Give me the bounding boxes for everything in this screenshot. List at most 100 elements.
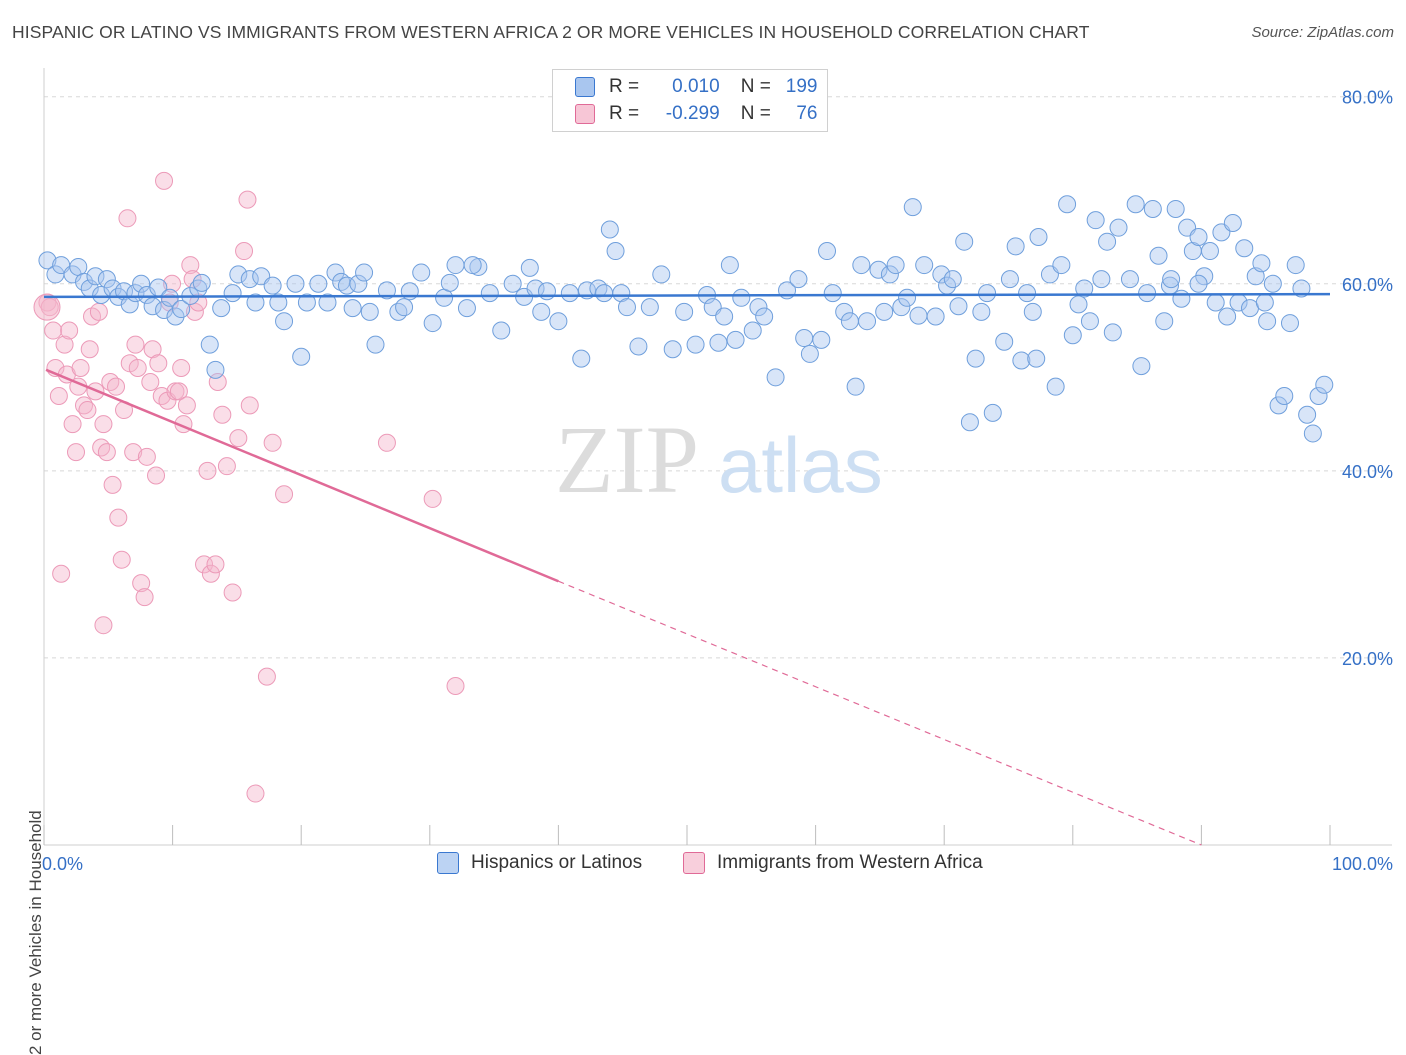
blue-point: [840, 312, 859, 331]
blue-point: [355, 263, 374, 282]
blue-point: [1058, 195, 1077, 214]
pink-point: [52, 564, 71, 583]
pink-point: [94, 415, 113, 434]
blue-point: [1029, 228, 1048, 247]
blue-point: [1006, 237, 1025, 256]
legend-n-label: N =: [740, 76, 771, 97]
blue-point: [875, 302, 894, 321]
pink-point: [246, 784, 265, 803]
blue-point: [395, 298, 414, 317]
blue-point: [972, 302, 991, 321]
blue-point: [629, 337, 648, 356]
pink-point: [132, 574, 151, 593]
blue-point: [1155, 312, 1174, 331]
blue-trend-line: [43, 292, 1331, 299]
blue-point: [943, 270, 962, 289]
blue-point: [949, 297, 968, 316]
blue-point: [246, 293, 265, 312]
blue-point: [263, 276, 282, 295]
y-tick-label: 80.0%: [1342, 88, 1393, 108]
pink-point: [213, 405, 232, 424]
blue-point: [1206, 293, 1225, 312]
pink-series: [33, 171, 465, 803]
blue-point: [909, 306, 928, 325]
blue-point: [1052, 256, 1071, 275]
pink-point: [60, 321, 79, 340]
blue-point: [1000, 270, 1019, 289]
pink-point: [446, 676, 465, 695]
pink-trend-line: [45, 368, 559, 583]
pink-point: [229, 429, 248, 448]
pink-point: [257, 667, 276, 686]
blue-point: [1012, 351, 1031, 370]
pink-point: [217, 457, 236, 476]
y-tick-label: 20.0%: [1342, 649, 1393, 669]
pink-point: [109, 508, 128, 527]
legend-n-label: N =: [740, 103, 771, 124]
pink-point: [55, 335, 74, 354]
x-tick-label: 0.0%: [42, 854, 83, 874]
blue-point: [1292, 279, 1311, 298]
blue-point: [549, 312, 568, 331]
pink-point: [152, 387, 171, 406]
blue-point: [595, 284, 614, 303]
blue-point: [132, 274, 151, 293]
blue-swatch: [575, 77, 595, 97]
blue-point: [1069, 295, 1088, 314]
pink-point: [263, 433, 282, 452]
blue-point: [86, 267, 105, 286]
blue-point: [1263, 274, 1282, 293]
blue-point: [1166, 199, 1185, 218]
blue-point: [229, 265, 248, 284]
blue-point: [292, 347, 311, 366]
blue-point: [898, 288, 917, 307]
blue-point: [1286, 256, 1305, 275]
blue-point: [349, 274, 368, 293]
pink-point: [63, 415, 82, 434]
blue-point: [852, 256, 871, 275]
legend-row-pink: R = -0.299 N = 76: [575, 102, 817, 126]
blue-point: [1218, 307, 1237, 326]
blue-point: [166, 307, 185, 326]
blue-point: [1189, 274, 1208, 293]
blue-point: [612, 284, 631, 303]
blue-point: [192, 273, 211, 292]
grid-lines: [44, 96, 1392, 659]
blue-point: [275, 312, 294, 331]
blue-point: [709, 333, 728, 352]
blue-point: [1080, 312, 1099, 331]
pink-point: [107, 377, 126, 396]
legend-n-value: 76: [796, 103, 818, 124]
blue-point: [69, 257, 88, 276]
blue-point: [1200, 242, 1219, 261]
blue-point: [318, 293, 337, 312]
pink-point: [155, 171, 174, 190]
pink-point: [181, 256, 200, 275]
blue-point: [892, 298, 911, 317]
blue-point: [1046, 377, 1065, 396]
blue-point: [492, 321, 511, 340]
blue-point: [978, 284, 997, 303]
legend-item-hispanics: Hispanics or Latinos: [437, 852, 642, 874]
blue-point: [995, 332, 1014, 351]
blue-point: [1092, 270, 1111, 289]
blue-point: [1280, 314, 1299, 333]
blue-point: [1235, 239, 1254, 258]
series-name-pink: Immigrants from Western Africa: [717, 852, 983, 873]
watermark-zip: ZIP: [555, 406, 699, 513]
legend-r-label: R =: [609, 103, 640, 124]
pink-point: [143, 340, 162, 359]
pink-point: [172, 358, 191, 377]
blue-point: [960, 413, 979, 432]
pink-point: [92, 438, 111, 457]
blue-point: [1132, 357, 1151, 376]
blue-point: [309, 274, 328, 293]
blue-point: [1018, 284, 1037, 303]
blue-point: [640, 298, 659, 317]
blue-point: [1195, 267, 1214, 286]
blue-point: [1027, 349, 1046, 368]
blue-point: [537, 282, 556, 301]
pink-point: [275, 485, 294, 504]
pink-point: [240, 396, 259, 415]
blue-point: [795, 329, 814, 348]
